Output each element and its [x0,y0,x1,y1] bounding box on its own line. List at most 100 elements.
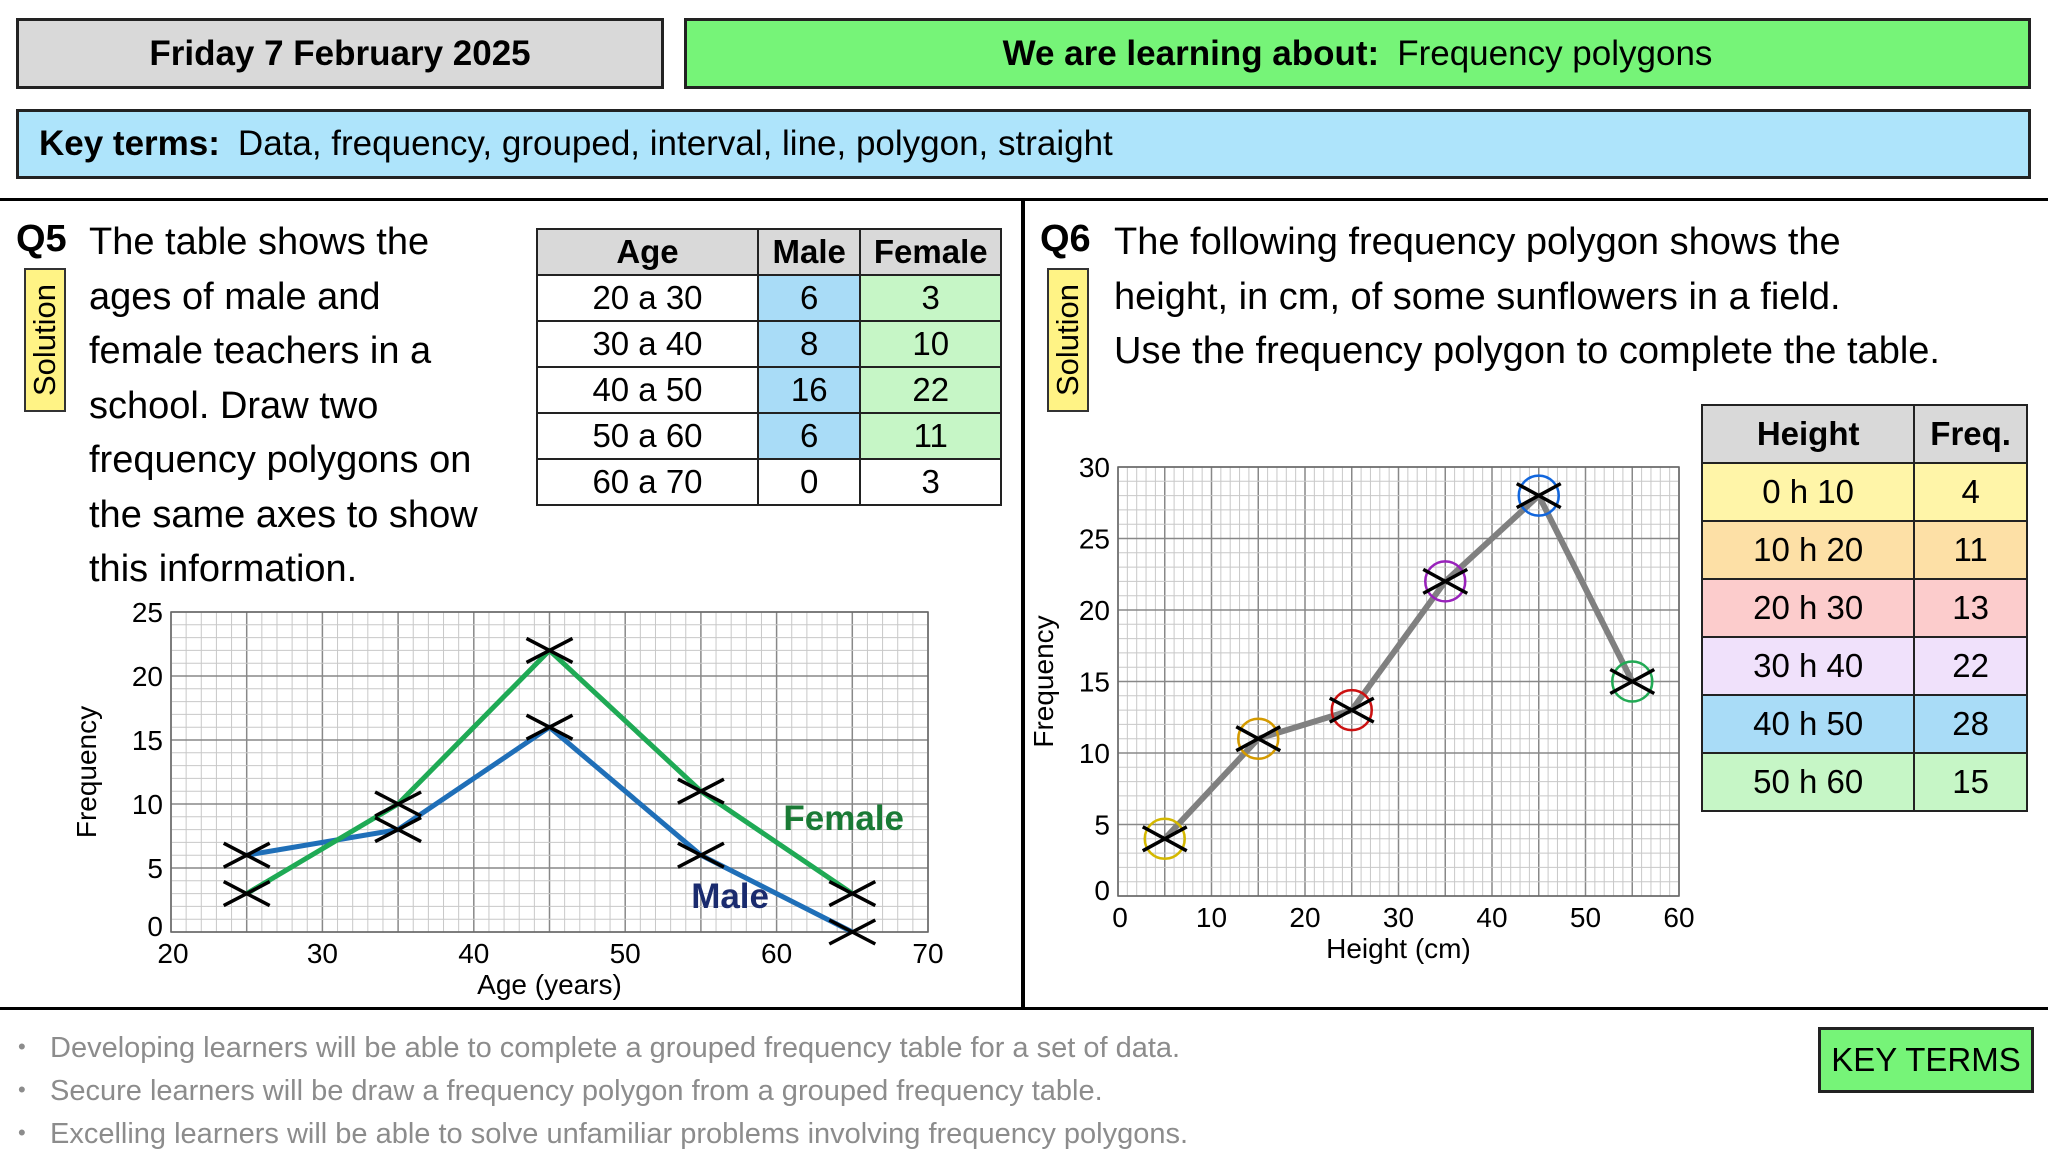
x-tick-label: 20 [1289,902,1320,933]
y-tick-label: 10 [132,789,163,820]
table-row: 20 a 30 6 3 [536,274,1002,322]
q5-age-table: Age Male Female 20 a 30 6 3 30 a 40 8 10… [536,228,1002,506]
age-header: Age [536,228,759,276]
x-tick-label: 50 [610,938,641,969]
x-tick-label: 60 [761,938,792,969]
x-tick-label: 40 [1476,902,1507,933]
table-row: 50 h 60 15 [1700,752,2028,812]
date-text: Friday 7 February 2025 [149,33,531,73]
cross-marker [828,880,877,908]
age-cell: 30 a 40 [536,320,759,368]
height-cell: 50 h 60 [1700,752,1916,812]
q6-number: Q6 [1040,218,1091,260]
freq-header: Freq. [1913,404,2028,464]
cross-marker [1515,482,1562,510]
x-tick-label: 0 [1112,902,1128,933]
age-cell: 20 a 30 [536,274,759,322]
cross-marker [1609,667,1656,696]
y-tick-label: 30 [1079,452,1110,483]
q6-text-line: height, in cm, of some sunflowers in a f… [1114,275,1841,318]
y-tick-label: 25 [132,597,163,628]
table-row: 60 a 70 0 3 [536,458,1002,506]
freq-cell: 22 [1913,636,2028,696]
y-tick-label: 10 [1079,738,1110,769]
point-circle [1517,474,1560,517]
male-cell: 0 [756,458,862,506]
female-cell: 22 [859,366,1002,414]
y-tick-label: 20 [132,661,163,692]
female-series-label: Female [783,799,904,838]
point-circle [1237,717,1280,760]
q5-frequency-polygon-chart: 20 30 40 50 60 70 0 5 10 15 20 25 Age (years) Frequen… [71,597,944,1000]
key-terms-banner: Key terms: Data, frequency, grouped, int… [16,109,2031,179]
x-tick-label: 50 [1570,902,1601,933]
q5-text-line: frequency polygons on [89,439,472,481]
key-terms-button[interactable]: KEY TERMS [1818,1027,2034,1093]
q6-solution-label: Solution [1050,283,1085,397]
table-row: 10 h 20 11 [1700,520,2028,580]
point-circle [1143,817,1186,861]
date-banner: Friday 7 February 2025 [16,18,664,89]
male-cell: 6 [756,412,862,460]
table-row: 50 a 60 6 11 [536,412,1002,460]
table-header-row: Age Male Female [536,228,1002,276]
height-cell: 10 h 20 [1700,520,1916,580]
table-header-row: Height Freq. [1700,404,2028,464]
male-header: Male [756,228,862,276]
middle-divider [1021,198,1025,1009]
q5-text-line: ages of male and [89,275,381,318]
male-series-label: Male [691,877,769,916]
female-cell: 3 [859,274,1002,322]
y-tick-label: 15 [1079,667,1110,698]
table-row: 40 a 50 16 22 [536,366,1002,414]
y-tick-label: 0 [147,911,163,942]
x-tick-label: 30 [1383,902,1414,933]
table-row: 20 h 30 13 [1700,578,2028,638]
female-cell: 3 [859,458,1002,506]
x-tick-label: 70 [912,938,943,969]
height-cell: 20 h 30 [1700,578,1916,638]
age-cell: 60 a 70 [536,458,759,506]
y-tick-label: 20 [1079,595,1110,626]
q5-solution-label: Solution [27,283,62,397]
q5-solution-button[interactable]: Solution [24,268,66,412]
plot-border [1117,466,1680,897]
cross-marker [374,790,422,818]
y-tick-label: 15 [132,725,163,756]
table-row: 40 h 50 28 [1700,694,2028,754]
bottom-divider [0,1007,2048,1010]
freq-cell: 15 [1913,752,2028,812]
cross-marker [525,636,574,664]
freq-cell: 4 [1913,462,2028,522]
objective-excelling: Excelling learners will be able to solve… [18,1112,1318,1155]
cross-marker [1235,725,1282,753]
q5-text-line: The table shows the [89,221,430,263]
cross-marker [222,880,271,908]
topic-label: We are learning about: [1002,33,1380,73]
cross-marker [374,816,422,844]
freq-cell: 11 [1913,520,2028,580]
x-tick-label: 60 [1663,902,1694,933]
cross-marker [677,777,725,805]
x-tick-label: 40 [458,938,489,969]
q6-solution-button[interactable]: Solution [1047,268,1089,412]
cross-marker [677,841,725,869]
q5-text-line: female teachers in a [89,330,432,372]
key-terms-label: Key terms: [39,124,220,163]
height-series-line [1162,492,1635,841]
freq-cell: 13 [1913,578,2028,638]
q6-text-line: Use the frequency polygon to complete th… [1114,330,1940,372]
female-cell: 10 [859,320,1002,368]
topic-text: Frequency polygons [1397,33,1713,73]
x-tick-label: 10 [1196,902,1227,933]
table-row: 30 a 40 8 10 [536,320,1002,368]
male-cell: 6 [756,274,862,322]
female-cell: 11 [859,412,1002,460]
point-circle [1330,688,1373,732]
y-axis-label: Frequency [1028,615,1059,747]
age-cell: 50 a 60 [536,412,759,460]
cross-marker [828,918,877,946]
male-cell: 8 [756,320,862,368]
point-circle [1424,560,1467,603]
